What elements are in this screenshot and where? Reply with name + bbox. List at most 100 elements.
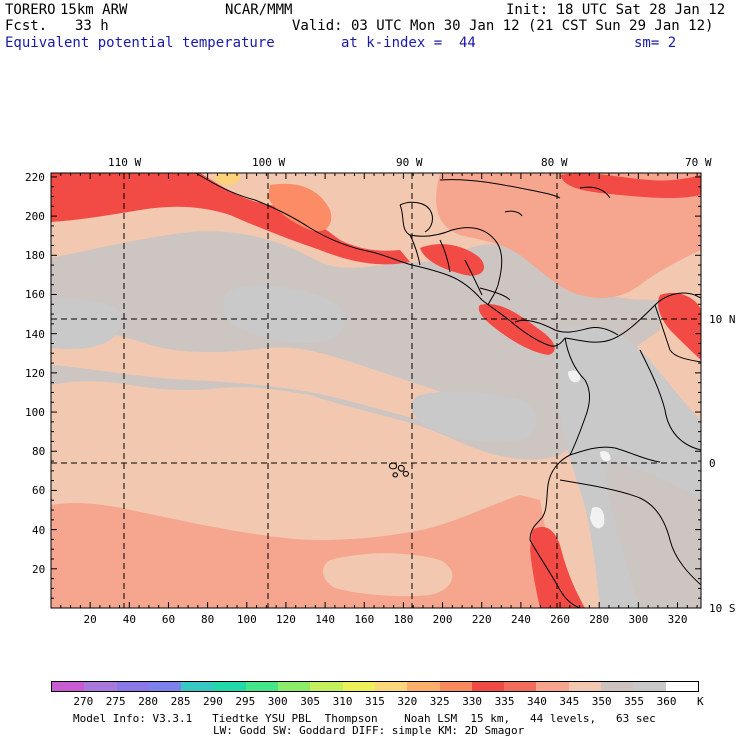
legend-swatch [278,682,311,691]
init-time: Init: 18 UTC Sat 28 Jan 12 [506,2,726,18]
border-guatemala [409,234,421,266]
left-tick-label: 40 [32,523,46,537]
left-tick-label: 80 [32,445,46,459]
coast-cuba [439,179,561,199]
field-venezuela-red [658,292,701,360]
legend-swatch [374,682,408,691]
left-tick-label: 60 [32,484,46,498]
left-tick-label: 20 [32,562,46,576]
field-name: Equivalent potential temperature [5,35,275,51]
field-patch-grey-central [223,285,345,344]
legend-swatch [310,682,343,691]
valid-time: Valid: 03 UTC Mon 30 Jan 12 (21 CST Sun … [292,18,714,34]
left-tick-label: 140 [25,327,45,341]
legend-label: 325 [429,695,450,708]
bottom-tick-label: 280 [589,613,610,626]
border-central-2 [464,259,483,296]
latitude-label: 10 N [709,313,736,326]
footer-model-info: Model Info: V3.3.1 Tiedtke YSU PBL Thomp… [73,712,656,725]
border-central-1 [439,239,451,273]
coast-panama-north [514,319,619,336]
legend-label: 330 [462,695,483,708]
legend-swatch [181,682,214,691]
legend-swatch [213,682,246,691]
coast-galapagos-3 [402,471,409,477]
bottom-tick-label: 260 [550,613,570,626]
smoothing-value: sm= 2 [634,35,677,51]
legend-swatch [504,682,537,691]
field-patch-south-light-lower [323,553,453,597]
legend-label: 310 [332,695,353,708]
longitude-label: 100 W [252,156,286,169]
field-patch-grey-east [411,391,537,442]
field-band-central [51,328,510,441]
field-panama-red [478,304,555,355]
legend-label: 300 [267,695,288,708]
bottom-tick-label: 240 [510,613,531,626]
legend-label: 290 [203,695,223,708]
legend-label: 345 [559,695,580,708]
coast-mexico-pacific [195,173,413,266]
longitude-label: 110 W [108,156,142,169]
legend-swatch [342,682,375,691]
left-tick-label: 100 [25,406,45,420]
lat-lon-gridlines [51,173,701,608]
footer-physics: LW: Godd SW: Goddard DIFF: simple KM: 2D… [213,724,525,737]
legend-label: 320 [397,695,418,708]
field-patch-south-light [150,493,470,530]
bottom-tick-label: 220 [471,613,492,626]
coast-caribbean-north [399,204,503,306]
coast-galapagos-4 [392,472,398,478]
field-yellow-top [214,173,241,186]
legend-swatch [665,682,698,691]
legend-label: 295 [235,695,256,708]
legend-swatch [407,682,440,691]
coast-hispaniola [579,186,611,199]
bottom-tick-label: 40 [122,613,136,626]
coast-colombia-venezuela [564,292,701,343]
forecast-label: Fcst. [5,18,48,34]
bottom-tick-label: 100 [236,613,257,626]
legend-label: 360 [656,695,677,708]
field-white-spot-3 [600,451,611,462]
legend-swatch [601,682,634,691]
left-tick-label: 220 [25,170,45,184]
longitude-label: 70 W [685,156,712,169]
legend-swatch [148,682,182,691]
bottom-tick-label: 300 [628,613,649,626]
left-tick-label: 160 [25,288,45,302]
latitude-label: 0 [709,457,716,470]
field-patch-grey-west [51,298,122,350]
field-central-america-red [420,244,485,276]
model-resolution: 15km ARW [60,2,128,18]
bottom-tick-label: 120 [276,613,296,626]
left-tick-label: 120 [25,366,45,380]
bottom-tick-label: 160 [354,613,375,626]
border-brazil [639,349,701,451]
legend-label: 305 [300,695,321,708]
coast-ecuador [529,454,571,541]
bottom-tick-label: 180 [393,613,414,626]
left-tick-label: 200 [25,210,45,224]
bottom-tick-label: 20 [83,613,97,626]
legend-label: 355 [624,695,645,708]
legend-swatch [536,682,569,691]
legend-swatch [633,682,666,691]
field-mexico-red [51,173,410,265]
model-name: TORERO [5,2,56,18]
organization: NCAR/MMM [225,2,293,18]
legend-label: 285 [170,695,191,708]
coast-peru [529,539,581,608]
legend-unit: K [697,695,704,708]
border-peru-east [559,479,701,586]
legend-label: 275 [105,695,126,708]
plot-frame [50,172,702,609]
coastlines [195,173,701,608]
field-caribbean-red [560,173,701,199]
legend-swatch [471,682,505,691]
axis-ticks [51,173,701,608]
legend-swatch [116,682,149,691]
bottom-tick-label: 60 [161,613,176,626]
legend-label: 335 [494,695,515,708]
legend-swatch [52,682,85,691]
